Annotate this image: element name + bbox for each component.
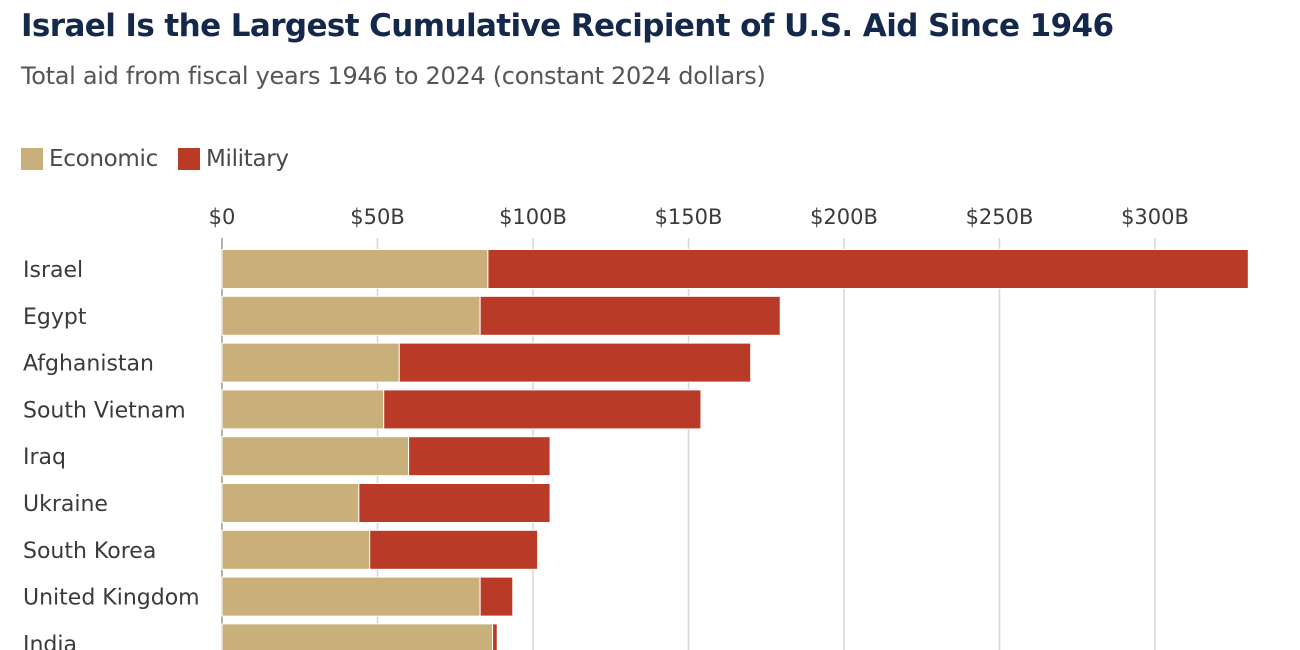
- category-label-south-vietnam: South Vietnam: [23, 398, 186, 423]
- legend-item-military: Military: [177, 146, 289, 172]
- bar-iraq-military: [408, 436, 551, 477]
- category-label-ukraine: Ukraine: [23, 492, 108, 517]
- bar-south-vietnam-economic: [221, 389, 385, 430]
- x-tick-label-150: $150B: [655, 205, 723, 229]
- chart-subtitle: Total aid from fiscal years 1946 to 2024…: [21, 62, 766, 90]
- x-tick-label-200: $200B: [810, 205, 878, 229]
- chart-title: Israel Is the Largest Cumulative Recipie…: [21, 8, 1114, 44]
- category-label-south-korea: South Korea: [23, 539, 156, 564]
- bar-united-kingdom-economic: [221, 576, 481, 617]
- bar-iraq-economic: [221, 436, 410, 477]
- bar-afghanistan-military: [398, 342, 752, 383]
- bar-india-military: [492, 623, 498, 650]
- bar-south-korea-military: [369, 529, 539, 570]
- bar-ukraine-economic: [221, 483, 360, 523]
- x-tick-label-100: $100B: [499, 205, 567, 229]
- bars: [221, 249, 1249, 650]
- category-label-united-kingdom: United Kingdom: [23, 586, 200, 611]
- x-tick-label-50: $50B: [350, 205, 405, 229]
- bar-united-kingdom-military: [479, 576, 514, 617]
- bar-south-vietnam-military: [383, 389, 702, 430]
- category-label-iraq: Iraq: [23, 445, 66, 470]
- x-axis-ticks: $0 $50B $100B $150B $200B $250B $300B: [209, 205, 1189, 229]
- legend-item-economic: Economic: [21, 146, 158, 172]
- bar-ukraine-military: [358, 483, 551, 523]
- bar-israel-military: [487, 249, 1249, 289]
- bar-egypt-military: [479, 295, 781, 336]
- bar-egypt-economic: [221, 295, 481, 336]
- legend-swatch-economic: [21, 148, 43, 170]
- x-tick-label-0: $0: [209, 205, 236, 229]
- legend: Economic Military: [21, 146, 309, 172]
- category-label-israel: Israel: [23, 258, 83, 283]
- legend-label-military: Military: [205, 146, 289, 172]
- bar-south-korea-economic: [221, 529, 371, 570]
- category-label-afghanistan: Afghanistan: [23, 352, 154, 377]
- category-label-india: India: [23, 632, 77, 650]
- legend-label-economic: Economic: [49, 146, 158, 172]
- x-tick-label-300: $300B: [1121, 205, 1189, 229]
- bar-afghanistan-economic: [221, 342, 400, 383]
- bar-israel-economic: [221, 249, 489, 289]
- legend-swatch-military: [177, 148, 200, 170]
- x-tick-label-250: $250B: [966, 205, 1034, 229]
- category-labels: Israel Egypt Afghanistan South Vietnam Iraq U…: [23, 258, 200, 650]
- bar-india-economic: [221, 623, 494, 650]
- category-label-egypt: Egypt: [23, 305, 87, 330]
